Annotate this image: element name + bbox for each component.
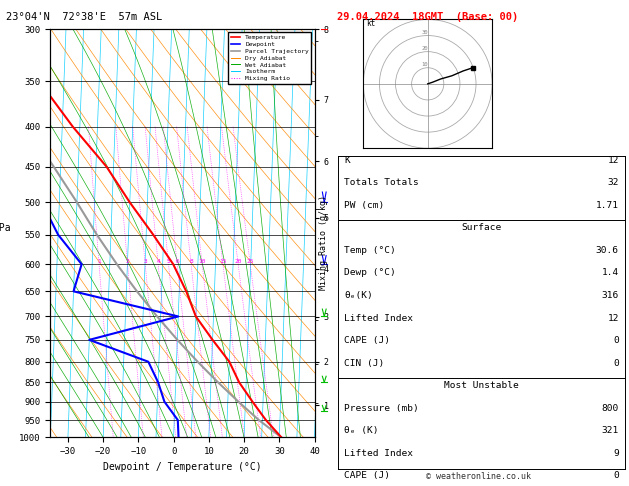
X-axis label: Dewpoint / Temperature (°C): Dewpoint / Temperature (°C)	[103, 462, 262, 472]
Text: CAPE (J): CAPE (J)	[344, 336, 390, 345]
Text: kt: kt	[367, 19, 376, 28]
Text: θₑ (K): θₑ (K)	[344, 426, 379, 435]
Text: 29.04.2024  18GMT  (Base: 00): 29.04.2024 18GMT (Base: 00)	[337, 12, 518, 22]
Text: 4: 4	[157, 259, 160, 264]
Text: 1.4: 1.4	[601, 268, 619, 278]
Text: 1.71: 1.71	[596, 201, 619, 209]
Text: 30: 30	[421, 30, 428, 35]
Text: 5: 5	[167, 259, 170, 264]
Text: CAPE (J): CAPE (J)	[344, 471, 390, 481]
Text: PW (cm): PW (cm)	[344, 201, 384, 209]
Text: 0: 0	[613, 471, 619, 481]
Text: Surface: Surface	[462, 223, 501, 232]
Text: 800: 800	[601, 404, 619, 413]
Text: 10: 10	[421, 62, 428, 67]
Text: 6: 6	[175, 259, 179, 264]
Text: Most Unstable: Most Unstable	[444, 381, 519, 390]
Text: K: K	[344, 156, 350, 165]
Text: 2: 2	[126, 259, 130, 264]
Text: 30.6: 30.6	[596, 246, 619, 255]
Text: 12: 12	[608, 313, 619, 323]
Text: θₑ(K): θₑ(K)	[344, 291, 373, 300]
Text: 1: 1	[97, 259, 101, 264]
Text: 25: 25	[247, 259, 254, 264]
Text: 32: 32	[608, 178, 619, 187]
Legend: Temperature, Dewpoint, Parcel Trajectory, Dry Adiabat, Wet Adiabat, Isotherm, Mi: Temperature, Dewpoint, Parcel Trajectory…	[228, 32, 311, 84]
Text: Totals Totals: Totals Totals	[344, 178, 419, 187]
Text: CIN (J): CIN (J)	[344, 359, 384, 367]
Text: 316: 316	[601, 291, 619, 300]
Text: 321: 321	[601, 426, 619, 435]
Y-axis label: km
ASL: km ASL	[340, 214, 355, 233]
Text: 3: 3	[143, 259, 147, 264]
Text: 12: 12	[608, 156, 619, 165]
Y-axis label: hPa: hPa	[0, 223, 11, 233]
Text: Lifted Index: Lifted Index	[344, 449, 413, 458]
Text: 20: 20	[235, 259, 242, 264]
Text: 23°04'N  72°38'E  57m ASL: 23°04'N 72°38'E 57m ASL	[6, 12, 162, 22]
Text: 9: 9	[613, 449, 619, 458]
Text: © weatheronline.co.uk: © weatheronline.co.uk	[426, 472, 530, 481]
Text: 10: 10	[198, 259, 206, 264]
Text: Mixing Ratio (g/kg): Mixing Ratio (g/kg)	[320, 195, 328, 291]
Text: Temp (°C): Temp (°C)	[344, 246, 396, 255]
Text: 20: 20	[421, 46, 428, 51]
Text: 15: 15	[219, 259, 226, 264]
Text: Dewp (°C): Dewp (°C)	[344, 268, 396, 278]
Text: Pressure (mb): Pressure (mb)	[344, 404, 419, 413]
Text: 0: 0	[613, 359, 619, 367]
Text: Lifted Index: Lifted Index	[344, 313, 413, 323]
Text: 8: 8	[189, 259, 193, 264]
Text: 0: 0	[613, 336, 619, 345]
